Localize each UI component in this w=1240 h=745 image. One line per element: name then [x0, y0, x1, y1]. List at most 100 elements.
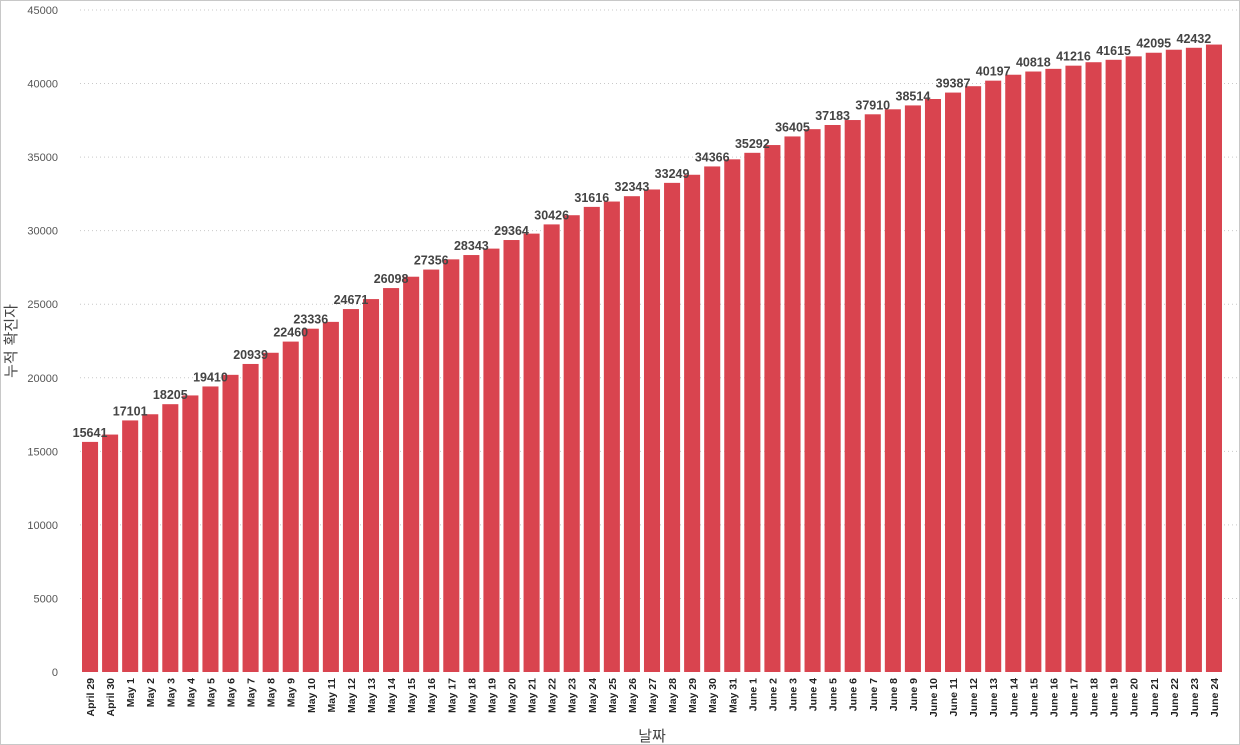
data-label: 26098	[374, 272, 409, 286]
y-axis-title: 누적 확진자	[2, 304, 20, 378]
x-tick-label: May 24	[587, 678, 599, 713]
x-tick-label: April 29	[85, 678, 97, 717]
data-label: 34366	[695, 150, 730, 164]
x-tick-label: June 15	[1028, 678, 1040, 717]
x-tick-label: June 10	[928, 678, 940, 717]
data-label: 42095	[1136, 37, 1171, 51]
x-tick-label: May 14	[386, 678, 398, 713]
x-tick-label: April 30	[105, 678, 117, 717]
bar	[262, 352, 279, 672]
x-tick-label: June 20	[1129, 678, 1141, 717]
bar	[222, 374, 239, 672]
bar	[704, 166, 721, 672]
data-label: 29364	[494, 224, 529, 238]
x-tick-label: May 7	[246, 678, 258, 707]
bar	[483, 248, 500, 672]
x-tick-label: May 22	[547, 678, 559, 713]
bar	[142, 414, 159, 672]
x-tick-label: June 11	[948, 678, 960, 717]
y-tick-label: 30000	[27, 226, 58, 238]
data-label: 37910	[855, 98, 890, 112]
bar	[1185, 47, 1202, 672]
data-label: 40818	[1016, 56, 1051, 70]
bar	[242, 363, 259, 672]
bar	[362, 299, 380, 672]
x-tick-label: May 25	[607, 678, 619, 713]
x-tick-label: May 31	[727, 678, 739, 713]
data-label: 37183	[815, 109, 850, 123]
bar	[884, 109, 901, 673]
bar	[282, 341, 299, 672]
bar	[945, 92, 962, 672]
bar	[1205, 44, 1222, 673]
data-label: 41216	[1056, 50, 1091, 64]
bar	[724, 159, 741, 673]
bar	[563, 215, 580, 672]
bar	[162, 404, 179, 672]
bar	[503, 240, 520, 672]
bar	[784, 136, 801, 672]
data-label: 28343	[454, 239, 489, 253]
bar	[383, 288, 400, 672]
x-tick-label: June 23	[1189, 678, 1201, 717]
x-tick-label: May 3	[165, 678, 177, 707]
bar	[1005, 74, 1022, 673]
x-tick-label: June 13	[988, 678, 1000, 717]
x-tick-label: June 21	[1149, 678, 1161, 717]
data-label: 22460	[273, 326, 308, 340]
x-tick-label: June 8	[888, 678, 900, 711]
x-tick-label: June 3	[787, 678, 799, 711]
bar	[985, 80, 1002, 672]
data-label: 31616	[574, 191, 609, 205]
y-tick-label: 15000	[27, 446, 58, 458]
x-tick-label: June 19	[1109, 678, 1121, 717]
x-tick-label: May 4	[185, 678, 197, 707]
bar	[664, 182, 681, 672]
data-label: 36405	[775, 120, 810, 134]
bar	[463, 255, 480, 673]
bar	[82, 441, 99, 672]
x-tick-label: June 6	[848, 678, 860, 711]
bar	[543, 224, 560, 673]
x-tick-label: May 1	[125, 678, 137, 707]
x-tick-label: May 11	[326, 678, 338, 713]
bar	[583, 206, 600, 673]
bar	[122, 420, 139, 672]
bar	[864, 114, 881, 673]
x-tick-label: June 9	[908, 678, 920, 711]
x-axis-title: 날짜	[638, 727, 666, 744]
bar	[342, 309, 359, 672]
bar	[824, 124, 841, 672]
data-label: 33249	[655, 167, 690, 181]
bar	[603, 201, 620, 672]
data-label: 41615	[1096, 44, 1131, 58]
bar	[1085, 62, 1102, 673]
data-label: 24671	[334, 293, 369, 307]
y-tick-label: 10000	[27, 520, 58, 532]
data-label: 39387	[936, 77, 971, 91]
x-tick-label: May 13	[366, 678, 378, 713]
bar	[302, 328, 319, 672]
bar	[1165, 49, 1182, 673]
x-tick-label: May 18	[466, 678, 478, 713]
bar	[965, 86, 982, 672]
bar	[804, 129, 821, 672]
bar	[1105, 59, 1122, 672]
data-label: 19410	[193, 370, 228, 384]
x-tick-label: June 14	[1008, 678, 1020, 717]
x-tick-label: June 4	[808, 678, 820, 711]
x-tick-label: May 20	[507, 678, 519, 713]
bar	[623, 196, 640, 672]
x-tick-label: May 17	[446, 678, 458, 713]
x-tick-label: June 12	[968, 678, 980, 717]
data-label: 38514	[896, 89, 931, 103]
data-label: 18205	[153, 388, 188, 402]
x-tick-label: June 24	[1209, 678, 1221, 717]
x-tick-label: May 12	[346, 678, 358, 713]
x-tick-label: June 16	[1048, 678, 1060, 717]
x-tick-label: June 1	[747, 678, 759, 711]
x-tick-label: May 23	[567, 678, 579, 713]
bar	[443, 259, 460, 672]
bar	[744, 152, 761, 673]
x-tick-label: May 27	[647, 678, 659, 713]
